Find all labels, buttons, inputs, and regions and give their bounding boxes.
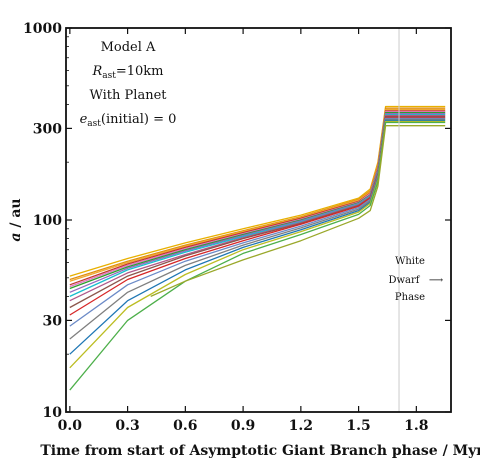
annotation-ecc-sub: ast [87,119,101,129]
series-line-2 [69,107,446,281]
annotation-radius-sub: ast [102,71,116,81]
x-tick-label-3: 0.9 [231,418,255,434]
series-layer [69,105,446,391]
plot-frame [65,27,452,413]
y-axis-title-symbol: a [8,233,24,242]
series-line-15 [69,120,446,369]
ticks-layer: 0.0 0.3 0.6 0.9 1.2 1.5 1.8 10 30 100 300 1000 [23,21,451,434]
annotation-radius: Rast=10km [91,64,163,81]
x-tick-label-1: 0.3 [115,418,139,434]
series-line-17 [150,125,446,297]
y-tick-label-2: 100 [33,213,62,229]
y-tick-label-1: 30 [43,313,63,329]
series-line-14 [69,119,446,355]
y-tick-label-0: 10 [43,405,63,421]
y-axis-title: a / au [8,198,24,241]
annotation-wd-line3: Phase [395,292,425,303]
x-tick-label-4: 1.2 [289,418,313,434]
annotation-radius-value: =10km [116,64,164,79]
y-tick-label-3: 300 [33,121,62,137]
annotation-wd-line2: Dwarf [388,275,420,286]
x-tick-label-5: 1.5 [346,418,370,434]
series-line-1 [69,105,446,277]
annotation-ecc-symbol: e [80,112,88,127]
series-line-16 [69,121,446,391]
annotation-eccentricity: east(initial) = 0 [80,112,177,129]
annotation-ecc-value: (initial) = 0 [101,112,177,127]
x-tick-label-0: 0.0 [58,418,83,434]
y-axis-title-unit: / au [8,198,24,232]
x-tick-label-6: 1.8 [404,418,428,434]
series-line-12 [69,117,446,327]
series-line-9 [69,114,446,302]
annotation-wd-arrow: ⟶ [429,275,443,286]
annotation-planet: With Planet [90,88,168,103]
annotation-wd-line1: White [395,256,425,267]
series-line-5 [69,111,446,288]
x-axis-title: Time from start of Asymptotic Giant Bran… [40,443,480,459]
x-tick-label-2: 0.6 [173,418,197,434]
y-tick-label-4: 1000 [23,21,62,37]
annotation-model: Model A [101,40,156,55]
annotation-radius-symbol: R [91,64,102,79]
